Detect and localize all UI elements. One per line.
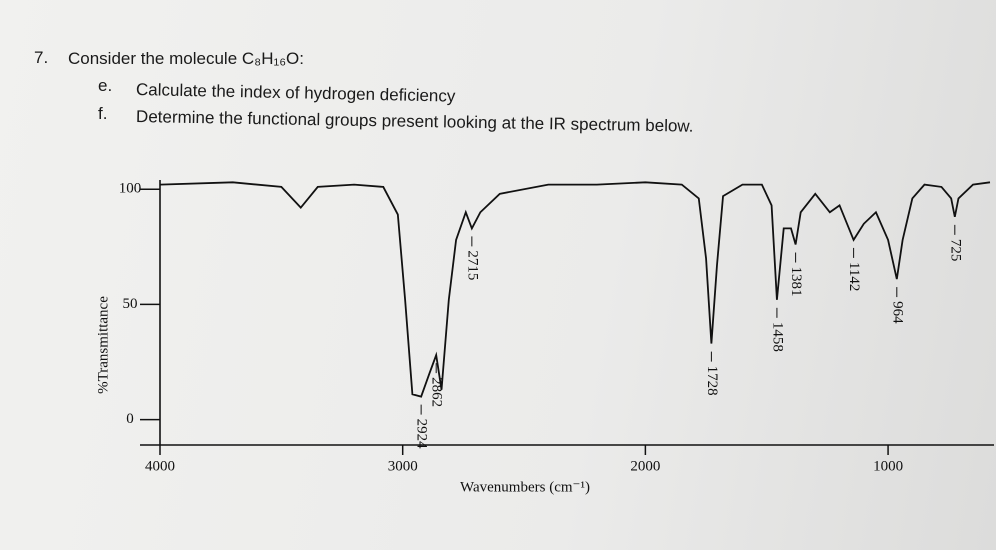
peak-label: 725 — [947, 239, 963, 262]
peak-label: 1381 — [788, 267, 804, 297]
peak-label: 1728 — [704, 366, 720, 396]
part-letter: e. — [98, 76, 113, 95]
x-axis-label: Wavenumbers (cm⁻¹) — [460, 479, 590, 495]
x-tick-label: 2000 — [630, 458, 660, 474]
y-tick-label: 50 — [123, 296, 138, 312]
question-text: Consider the molecule C₈H₁₆O: — [68, 49, 305, 68]
x-tick-label: 1000 — [873, 458, 903, 474]
peak-label: 2862 — [429, 377, 445, 407]
peak-label: 2924 — [414, 419, 430, 450]
y-tick-label: 100 — [119, 181, 142, 197]
question-number: 7. — [34, 48, 49, 67]
x-tick-label: 4000 — [145, 458, 175, 474]
y-tick-label: 0 — [126, 411, 134, 427]
peak-label: 2715 — [464, 250, 480, 280]
peak-label: 964 — [889, 301, 905, 324]
spectrum-line — [159, 181, 991, 398]
peak-label: 1458 — [769, 322, 785, 352]
part-letter: f. — [98, 104, 108, 123]
y-axis-label: %Transmittance — [95, 296, 111, 394]
x-tick-label: 3000 — [388, 458, 418, 474]
peak-label: 1142 — [846, 262, 862, 291]
